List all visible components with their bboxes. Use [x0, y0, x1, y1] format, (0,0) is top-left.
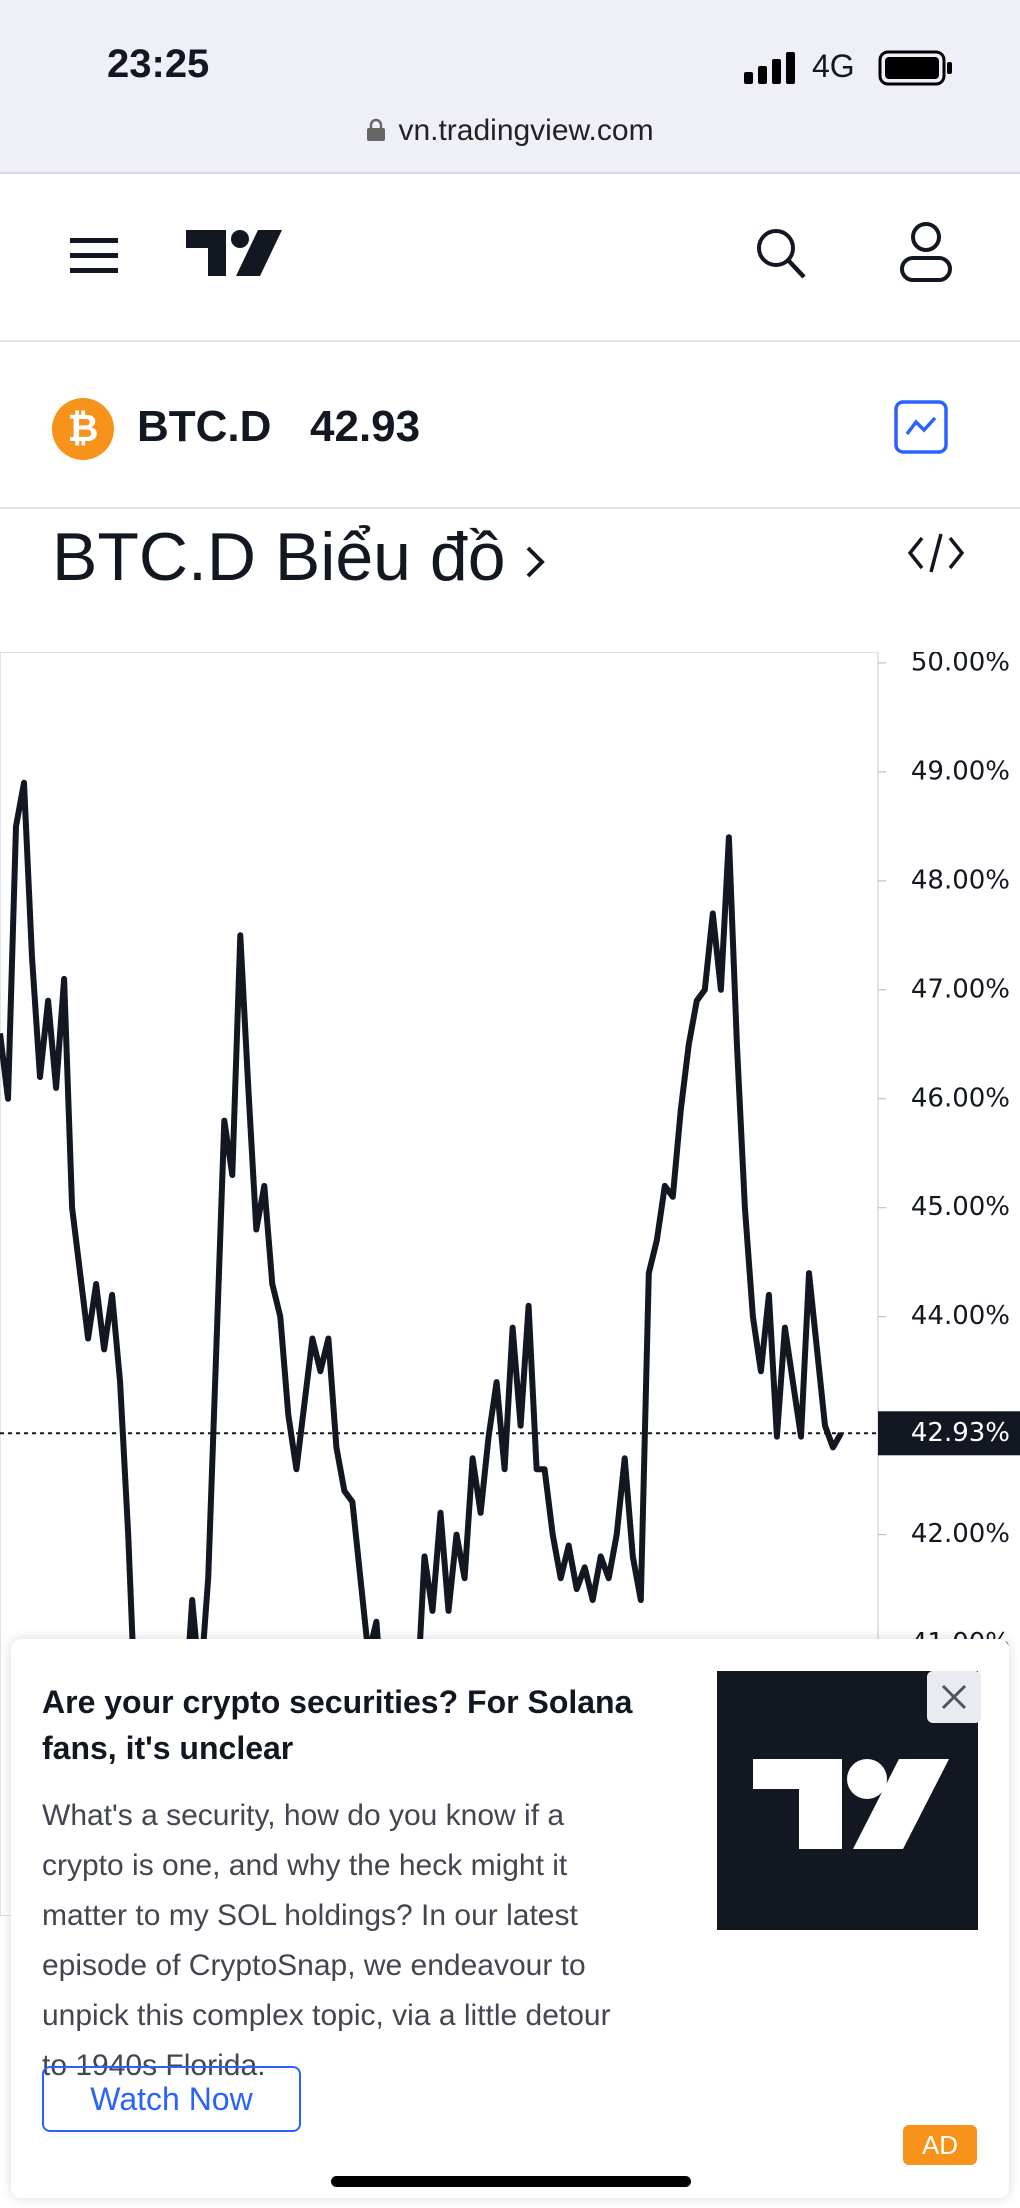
lock-icon	[367, 118, 386, 141]
close-icon	[941, 1684, 967, 1710]
last-price-label: 42.93%	[911, 1418, 1010, 1448]
menu-button[interactable]	[70, 236, 120, 276]
y-tick-label: 46.00%	[911, 1083, 1010, 1113]
y-tick-label: 42.00%	[911, 1519, 1010, 1549]
battery-icon	[878, 50, 952, 86]
status-bar: 23:25 4G vn.tradingview.com	[0, 0, 1020, 174]
symbol: BTC.D	[137, 402, 272, 451]
close-button[interactable]	[927, 1671, 981, 1723]
signal-icon	[744, 52, 795, 84]
nav-bar	[0, 174, 1020, 342]
logo[interactable]	[186, 228, 282, 278]
ticker-bar	[0, 342, 1020, 509]
ad-logo	[753, 1759, 949, 1849]
price: 42.93	[310, 402, 421, 451]
y-tick-label: 48.00%	[911, 865, 1010, 895]
ad-card[interactable]: Are your crypto securities? For Solana f…	[11, 1639, 1009, 2198]
y-tick-label: 47.00%	[911, 974, 1010, 1004]
y-tick-label: 44.00%	[911, 1301, 1010, 1331]
chevron	[526, 546, 545, 578]
y-tick-label: 50.00%	[911, 652, 1010, 677]
url-bar[interactable]: vn.tradingview.com	[0, 114, 1020, 148]
ad-body-wrap: What's a security, how do you know if a …	[42, 1791, 922, 2091]
home-indicator	[331, 2176, 691, 2187]
search-button[interactable]	[754, 226, 808, 282]
chart-title: BTC.D Biểu đồ	[52, 519, 506, 595]
coin-icon: ₿	[52, 398, 114, 460]
ad-badge: AD	[903, 2125, 977, 2165]
embed-button[interactable]	[908, 532, 964, 574]
url: vn.tradingview.com	[398, 114, 654, 147]
y-tick-label: 45.00%	[911, 1192, 1010, 1222]
clock: 23:25	[107, 42, 210, 86]
y-tick-label: 49.00%	[911, 756, 1010, 786]
chart-button[interactable]	[894, 400, 948, 454]
last-price-box	[878, 1411, 1020, 1456]
network: 4G	[812, 48, 855, 84]
chart-heading[interactable]: BTC.D Biểu đồ	[52, 518, 552, 596]
account-button[interactable]	[898, 220, 954, 284]
ad-body: What's a security, how do you know if a …	[42, 1799, 611, 2082]
watch-button[interactable]: Watch Now	[42, 2066, 301, 2132]
ad-title: Are your crypto securities? For Solana f…	[42, 1684, 633, 1766]
